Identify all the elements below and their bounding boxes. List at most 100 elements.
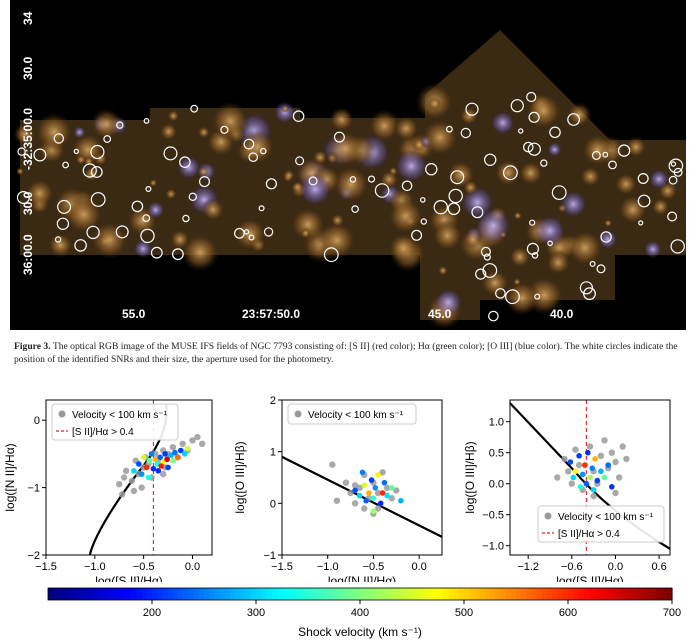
plot-frame [45,399,213,556]
nebula-blob [566,102,592,128]
snr-circle [540,159,548,167]
dec-label-4: 36:00.0 [21,234,35,275]
colorbar-segment [282,588,288,600]
snr-circle [56,217,70,230]
legend-box [287,403,417,425]
snr-circle [150,246,163,259]
point-shock-velocity [579,471,586,478]
colorbar-segment [276,588,283,600]
point-shock-velocity [572,468,579,475]
ra-label-1: 55.0 [122,307,146,321]
y-tick-label: −1.0 [482,541,504,553]
point-low-velocity [342,479,350,486]
nebula-blob [298,172,332,206]
plot-frame [281,399,443,556]
legend-label-sii: [S II]/Hα > 0.4 [558,529,620,540]
snr-circle [86,225,100,240]
point-shock-velocity [157,454,163,461]
snr-circle [171,248,184,261]
point-low-velocity [590,492,597,500]
colorbar-segment [432,588,439,600]
colorbar-segment [230,588,236,600]
snr-circle [374,183,390,198]
snr-circle [425,162,438,176]
colorbar-segment [183,588,189,600]
y-tick-label: 1 [270,447,276,459]
colorbar-segment [422,588,429,600]
colorbar-segment [448,588,455,600]
snr-circle [638,220,644,226]
nebula-blob [282,169,296,182]
nebula-blob [581,133,615,167]
snr-circle [263,227,274,237]
nebula-blob [614,172,638,196]
colorbar-segment [464,588,470,600]
colorbar-label: Shock velocity (km s⁻¹) [298,625,422,639]
nebula-blob [559,190,587,218]
colorbar-segment [521,588,527,600]
snr-circle [526,91,537,103]
point-shock-velocity [587,474,593,481]
colorbar-segment [365,588,371,600]
point-shock-velocity [178,447,184,454]
point-low-velocity [374,505,382,512]
nebula-blob [330,213,345,228]
nebula-blob [75,154,87,166]
colorbar-segment [120,588,127,600]
point-low-velocity [361,505,368,512]
point-low-velocity [388,495,395,502]
bpt-plot-sii-oiii: −1.2 −0.6 0.0 0.6 1.0 0.5 0.0 −0.5 −1.0 log([S II… [463,399,671,582]
legend-label-velocity: Velocity < 100 km s⁻¹ [308,410,404,421]
colorbar-segment [178,588,184,600]
point-shock-velocity [370,508,377,514]
y-tick-label: −0.5 [482,510,504,522]
nebula-blob [290,206,326,243]
colorbar-segment [427,588,434,600]
colorbar-segment [235,588,241,600]
x-tick-label: 0.6 [651,561,666,573]
colorbar-segment [531,588,538,600]
nebula-blob [165,188,177,200]
colorbar-segment [188,588,195,600]
colorbar-segment [640,588,647,600]
colorbar-segment [375,588,382,600]
snr-circle [488,310,499,322]
point-shock-velocity [352,487,358,494]
point-low-velocity [612,489,619,497]
muse-rgb-image: 30.0 -32:35:00.0 30.0 36:00.0 34 55.0 23… [10,0,686,330]
nebula-blob [300,227,311,239]
point-shock-velocity [590,487,597,493]
colorbar-segment [167,588,174,600]
point-shock-velocity [605,462,611,468]
snr-circle [260,147,267,155]
colorbar-segment [479,588,486,600]
snr-circle [248,152,258,162]
nebula-blob [387,197,425,235]
colorbar-segment [115,588,122,600]
point-shock-velocity [583,480,590,487]
colorbar-segment [500,588,507,600]
point-low-velocity [597,452,605,459]
point-low-velocity [374,489,382,497]
dec-label-5: 34 [21,11,35,25]
colorbar-segment [313,588,319,600]
x-axis-label: log([N II]/Hα) [328,574,396,582]
nebula-blob [475,207,512,244]
snr-circle [116,121,124,129]
colorbar-segment [552,588,559,600]
nebula-blob [167,109,180,123]
snr-circle [73,148,80,155]
nebula-blob [239,129,276,166]
nebula-blob [326,129,365,168]
point-low-velocity [347,489,354,497]
colorbar-segment [292,588,299,600]
sky-mosaic: 30.0 -32:35:00.0 30.0 36:00.0 34 55.0 23… [10,0,686,330]
snr-circle [549,126,561,139]
colorbar-segment [609,588,616,600]
y-axis-label: log([O III]/Hβ) [463,441,477,513]
snr-circle [401,180,413,192]
colorbar-segment [349,588,356,600]
nebula-blob [504,280,540,316]
snr-circle [367,175,376,183]
shock-velocity-colorbar: 200 300 400 500 600 700 Shock velocity (km s⁻¹… [47,587,681,639]
